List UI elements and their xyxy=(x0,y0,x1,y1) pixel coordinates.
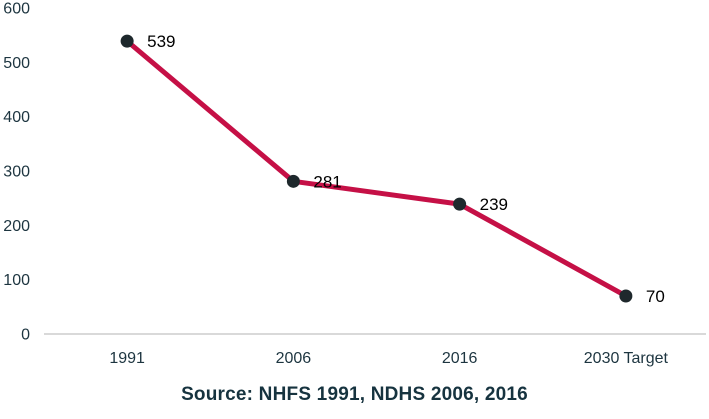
data-point xyxy=(286,174,300,188)
data-point xyxy=(453,197,467,211)
y-axis-tick-label: 100 xyxy=(3,272,30,289)
x-axis-tick-label: 1991 xyxy=(109,350,145,367)
data-point xyxy=(619,289,633,303)
line-chart: 0 100 200 300 400 500 600 539 1991 281 2006 239 2016… xyxy=(3,1,706,367)
y-axis-tick-label: 200 xyxy=(3,218,30,235)
data-label: 539 xyxy=(147,32,175,51)
data-label: 281 xyxy=(313,172,341,191)
y-axis-tick-label: 300 xyxy=(3,164,30,181)
y-axis-tick-label: 600 xyxy=(3,1,30,18)
data-label: 239 xyxy=(480,195,508,214)
y-axis-tick-label: 0 xyxy=(21,327,30,344)
y-axis-tick-label: 500 xyxy=(3,55,30,72)
x-axis-tick-label: 2030 Target xyxy=(584,350,669,367)
data-label: 70 xyxy=(646,287,665,306)
source-note: Source: NHFS 1991, NDHS 2006, 2016 xyxy=(181,384,528,405)
y-axis-tick-label: 400 xyxy=(3,109,30,126)
x-axis-tick-label: 2016 xyxy=(442,350,478,367)
series-line xyxy=(124,38,629,299)
x-axis-tick-label: 2006 xyxy=(276,350,312,367)
data-point xyxy=(120,34,134,48)
